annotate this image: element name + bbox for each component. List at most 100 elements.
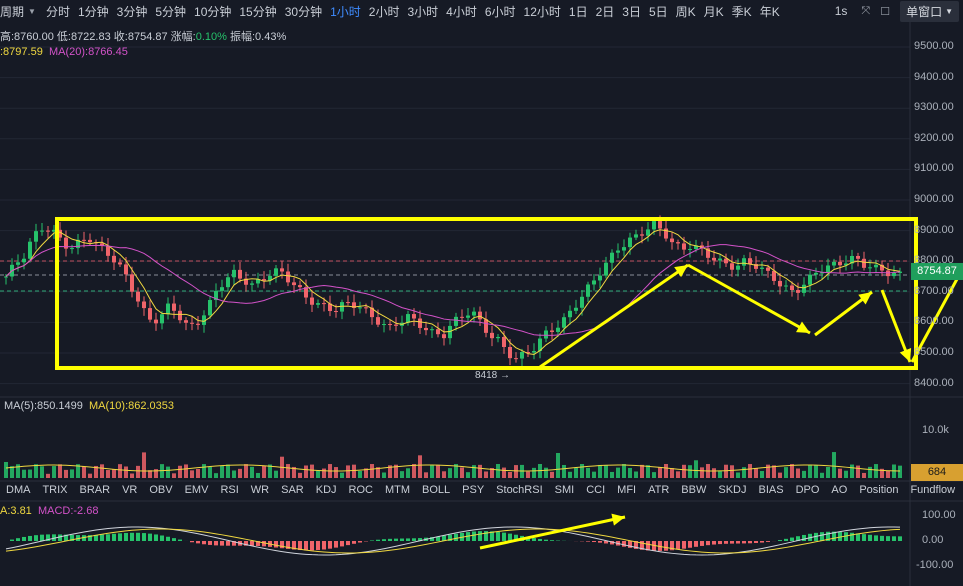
timeframe-7[interactable]: 1小时 bbox=[330, 4, 361, 19]
volume-bar bbox=[142, 452, 146, 478]
indicator-tab-smi[interactable]: SMI bbox=[554, 484, 575, 496]
period-selector[interactable]: 周期 ▼ bbox=[0, 3, 42, 20]
indicator-tab-vr[interactable]: VR bbox=[122, 484, 138, 496]
volume-bar bbox=[202, 464, 206, 478]
indicator-tab-boll[interactable]: BOLL bbox=[422, 484, 451, 496]
timeframe-10[interactable]: 4小时 bbox=[446, 4, 477, 19]
macd-bar bbox=[598, 541, 602, 543]
indicator-tab-dpo[interactable]: DPO bbox=[795, 484, 820, 496]
macd-bar bbox=[838, 531, 842, 541]
indicator-tab-wr[interactable]: WR bbox=[250, 484, 270, 496]
candle-body bbox=[670, 238, 674, 243]
volume-bar bbox=[268, 464, 272, 478]
indicator-tab-bias[interactable]: BIAS bbox=[758, 484, 784, 496]
candle-body bbox=[340, 302, 344, 312]
candle-body bbox=[766, 267, 770, 271]
timeframe-11[interactable]: 6小时 bbox=[484, 4, 516, 19]
macd-bar bbox=[76, 535, 80, 541]
volume-bar bbox=[298, 472, 302, 478]
indicator-tab-obv[interactable]: OBV bbox=[149, 484, 173, 496]
candle-body bbox=[232, 269, 236, 278]
timeframe-list: 分时 1分钟 3分钟 5分钟 10分钟 15分钟 30分钟 1小时 2小时 3小时 4小时 6小时 12… bbox=[42, 3, 784, 20]
ma5-value: :8797.59 bbox=[0, 46, 43, 58]
timeframe-4[interactable]: 10分钟 bbox=[194, 4, 232, 19]
candle-body bbox=[826, 265, 830, 273]
window-mode-button[interactable]: 单窗口 ▼ bbox=[900, 0, 959, 22]
timeframe-5[interactable]: 15分钟 bbox=[239, 4, 277, 19]
volume-bar bbox=[796, 468, 800, 478]
timeframe-0[interactable]: 分时 bbox=[45, 4, 70, 19]
macd-bar bbox=[484, 531, 488, 541]
indicator-tab-bbw[interactable]: BBW bbox=[681, 484, 707, 496]
timeframe-18[interactable]: 月K bbox=[703, 4, 724, 19]
macd-bar bbox=[712, 541, 716, 545]
indicator-tab-rsi[interactable]: RSI bbox=[220, 484, 239, 496]
indicator-tab-kdj[interactable]: KDJ bbox=[315, 484, 337, 496]
volume-bar bbox=[592, 471, 596, 478]
indicator-tab-sar[interactable]: SAR bbox=[281, 484, 304, 496]
timeframe-13[interactable]: 1日 bbox=[568, 4, 588, 19]
timeframe-17[interactable]: 周K bbox=[675, 4, 696, 19]
timeframe-8[interactable]: 2小时 bbox=[368, 4, 400, 19]
candle-body bbox=[436, 329, 440, 335]
candle-body bbox=[424, 327, 428, 331]
candle-body bbox=[862, 258, 866, 268]
timeframe-9[interactable]: 3小时 bbox=[407, 4, 439, 19]
seconds-button[interactable]: 1s bbox=[834, 4, 848, 18]
timeframe-20[interactable]: 年K bbox=[759, 4, 780, 19]
volume-bar bbox=[196, 468, 200, 478]
indicator-tab-cci[interactable]: CCI bbox=[586, 484, 606, 496]
timeframe-1[interactable]: 1分钟 bbox=[77, 4, 109, 19]
indicator-tab-ao[interactable]: AO bbox=[831, 484, 848, 496]
annotation-box bbox=[55, 217, 918, 370]
macd-bar bbox=[634, 541, 638, 549]
timeframe-16[interactable]: 5日 bbox=[648, 4, 668, 19]
window-icon[interactable]: ☐ bbox=[880, 5, 891, 18]
indicator-tab-psy[interactable]: PSY bbox=[462, 484, 485, 496]
macd-bar bbox=[244, 541, 248, 546]
volume-bar bbox=[838, 468, 842, 478]
chevron-down-icon: ▼ bbox=[945, 6, 953, 16]
indicator-tab-emv[interactable]: EMV bbox=[184, 484, 209, 496]
timeframe-6[interactable]: 30分钟 bbox=[284, 4, 323, 19]
volume-bar bbox=[874, 464, 878, 478]
macd-bar bbox=[94, 534, 98, 541]
candle-body bbox=[742, 258, 746, 266]
indicator-tab-skdj[interactable]: SKDJ bbox=[718, 484, 747, 496]
indicator-tab-dma[interactable]: DMA bbox=[6, 484, 31, 496]
indicator-tab-position[interactable]: Position bbox=[859, 484, 899, 496]
volume-bar bbox=[700, 467, 704, 478]
indicator-tab-roc[interactable]: ROC bbox=[348, 484, 373, 496]
timeframe-2[interactable]: 3分钟 bbox=[116, 4, 148, 19]
volume-bar bbox=[52, 466, 56, 478]
indicator-tab-mtm[interactable]: MTM bbox=[384, 484, 411, 496]
indicator-tab-mfi[interactable]: MFI bbox=[617, 484, 637, 496]
timeframe-3[interactable]: 5分钟 bbox=[155, 4, 187, 19]
macd-bar bbox=[352, 541, 356, 544]
macd-bar bbox=[502, 532, 506, 541]
indicator-tab-stochrsi[interactable]: StochRSI bbox=[496, 484, 543, 496]
volume-bar bbox=[412, 464, 416, 478]
timeframe-12[interactable]: 12小时 bbox=[523, 4, 561, 19]
indicator-tab-fundflow[interactable]: Fundflow bbox=[910, 484, 956, 496]
candle-body bbox=[730, 263, 734, 270]
timeframe-14[interactable]: 2日 bbox=[595, 4, 615, 19]
volume-bar bbox=[490, 468, 494, 478]
macd-bar bbox=[472, 531, 476, 541]
volume-bar bbox=[406, 468, 410, 478]
volume-bar bbox=[400, 471, 404, 478]
volume-bar bbox=[754, 468, 758, 478]
indicator-tab-trix[interactable]: TRIX bbox=[42, 484, 68, 496]
macd-bar bbox=[796, 536, 800, 541]
candle-body bbox=[676, 242, 680, 244]
timeframe-19[interactable]: 季K bbox=[731, 4, 752, 19]
macd-bar bbox=[640, 541, 644, 550]
indicator-tab-atr[interactable]: ATR bbox=[648, 484, 670, 496]
chevron-down-icon: ▼ bbox=[28, 6, 36, 16]
candle-body bbox=[166, 303, 170, 315]
indicator-tab-brar[interactable]: BRAR bbox=[79, 484, 111, 496]
candle-body bbox=[466, 315, 470, 318]
timeframe-15[interactable]: 3日 bbox=[622, 4, 641, 19]
fullscreen-icon[interactable]: ⤧ bbox=[861, 4, 871, 17]
